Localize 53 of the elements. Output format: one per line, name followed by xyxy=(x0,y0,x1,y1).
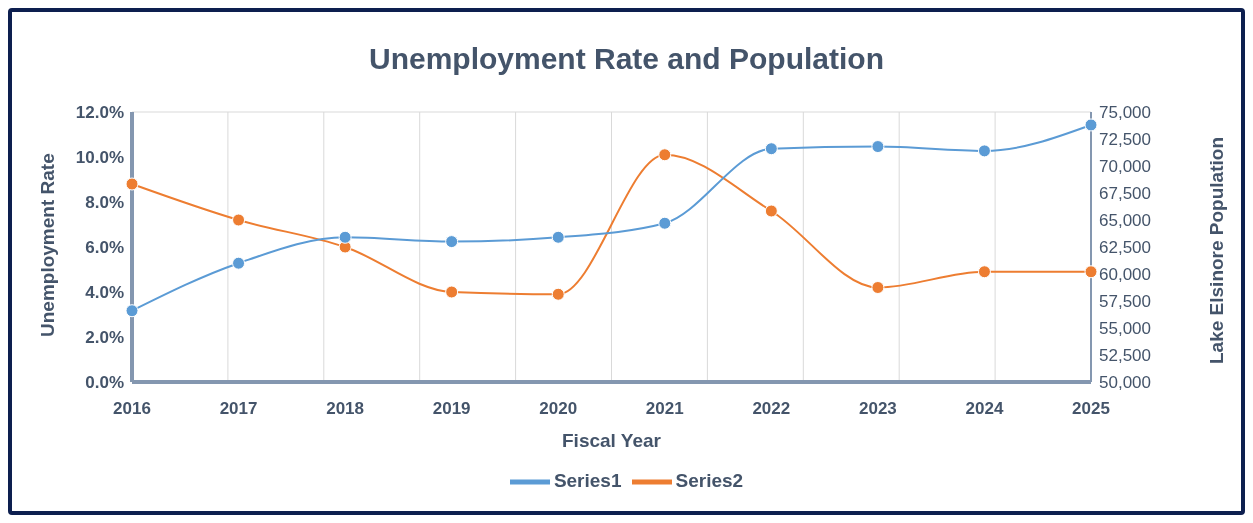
y2-tick-label: 70,000 xyxy=(1099,157,1151,177)
point xyxy=(658,148,672,162)
point xyxy=(338,230,352,244)
x-axis-title: Fiscal Year xyxy=(562,430,662,451)
point xyxy=(125,177,139,191)
legend-label: Series2 xyxy=(675,470,744,492)
y2-tick-label: 60,000 xyxy=(1099,265,1151,285)
point xyxy=(1084,265,1098,279)
x-tick-label: 2024 xyxy=(965,399,1004,419)
point xyxy=(764,142,778,156)
y-tick-label: 10.0% xyxy=(75,148,124,168)
point xyxy=(551,230,565,244)
y2-tick-label: 72,500 xyxy=(1099,130,1151,150)
y2-tick-label: 67,500 xyxy=(1099,184,1151,204)
x-tick-label: 2025 xyxy=(1072,399,1110,419)
point xyxy=(232,213,246,227)
y-tick-label: 4.0% xyxy=(85,283,124,303)
x-tick-label: 2017 xyxy=(219,399,258,419)
y-axis-title: Unemployment Rate xyxy=(36,153,58,337)
y-tick-label: 8.0% xyxy=(85,193,124,213)
y2-tick-label: 52,500 xyxy=(1099,346,1151,366)
y2-tick-label: 75,000 xyxy=(1099,103,1151,123)
point xyxy=(871,281,885,294)
point xyxy=(977,265,991,279)
y2-tick-label: 57,500 xyxy=(1099,292,1151,312)
y2-axis-title: Lake Elsinore Population xyxy=(1205,137,1227,364)
y-tick-label: 2.0% xyxy=(85,328,124,348)
point xyxy=(764,204,778,218)
x-tick-label: 2023 xyxy=(858,399,897,419)
point xyxy=(658,216,672,230)
point xyxy=(871,140,885,154)
x-tick-label: 2016 xyxy=(113,399,151,419)
point xyxy=(977,144,991,158)
point xyxy=(445,235,459,249)
y-tick-label: 12.0% xyxy=(75,103,124,123)
x-tick-label: 2019 xyxy=(432,399,471,419)
x-tick-label: 2020 xyxy=(539,399,578,419)
point xyxy=(1084,118,1098,132)
y2-tick-label: 55,000 xyxy=(1099,319,1151,339)
point xyxy=(232,256,246,270)
y2-tick-label: 62,500 xyxy=(1099,238,1151,258)
point xyxy=(445,285,459,299)
x-tick-label: 2021 xyxy=(645,399,684,419)
y2-tick-label: 65,000 xyxy=(1099,211,1151,231)
y2-tick-label: 50,000 xyxy=(1099,373,1151,393)
chart-title: Unemployment Rate and Population xyxy=(367,41,885,77)
y-tick-label: 0.0% xyxy=(85,373,124,393)
legend-label: Series1 xyxy=(553,470,622,492)
x-tick-label: 2018 xyxy=(326,399,365,419)
point xyxy=(551,287,565,301)
y-tick-label: 6.0% xyxy=(85,238,124,258)
x-tick-label: 2022 xyxy=(752,399,791,419)
point xyxy=(125,304,139,318)
